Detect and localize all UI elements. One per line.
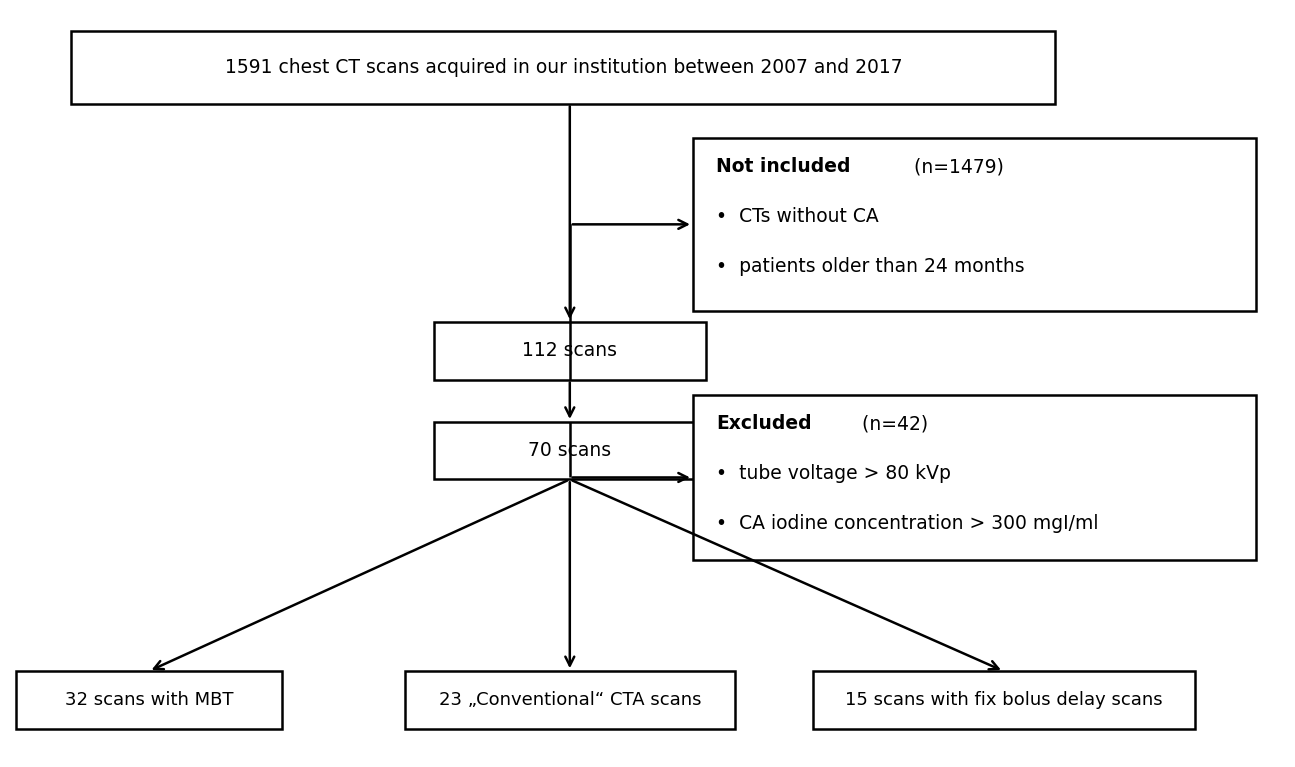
Text: •  CTs without CA: • CTs without CA	[716, 207, 879, 226]
Text: 15 scans with fix bolus delay scans: 15 scans with fix bolus delay scans	[844, 691, 1163, 709]
Bar	[434, 322, 706, 380]
Bar	[71, 31, 1055, 104]
Text: (n=1479): (n=1479)	[908, 157, 1004, 176]
Text: (n=42): (n=42)	[856, 414, 929, 433]
Text: 70 scans: 70 scans	[528, 441, 611, 460]
Text: 112 scans: 112 scans	[522, 341, 618, 360]
Text: 23 „Conventional“ CTA scans: 23 „Conventional“ CTA scans	[439, 691, 701, 709]
Text: Not included: Not included	[716, 157, 851, 176]
Bar	[17, 671, 281, 729]
Bar	[434, 422, 706, 479]
Text: •  patients older than 24 months: • patients older than 24 months	[716, 257, 1024, 276]
Text: •  tube voltage > 80 kVp: • tube voltage > 80 kVp	[716, 464, 951, 483]
Bar	[404, 671, 736, 729]
Text: 1591 chest CT scans acquired in our institution between 2007 and 2017: 1591 chest CT scans acquired in our inst…	[224, 58, 903, 77]
Bar	[813, 671, 1194, 729]
Text: •  CA iodine concentration > 300 mgI/ml: • CA iodine concentration > 300 mgI/ml	[716, 514, 1098, 533]
Bar	[693, 395, 1256, 560]
Bar	[693, 138, 1256, 311]
Text: Excluded: Excluded	[716, 414, 812, 433]
Text: 32 scans with MBT: 32 scans with MBT	[65, 691, 233, 709]
